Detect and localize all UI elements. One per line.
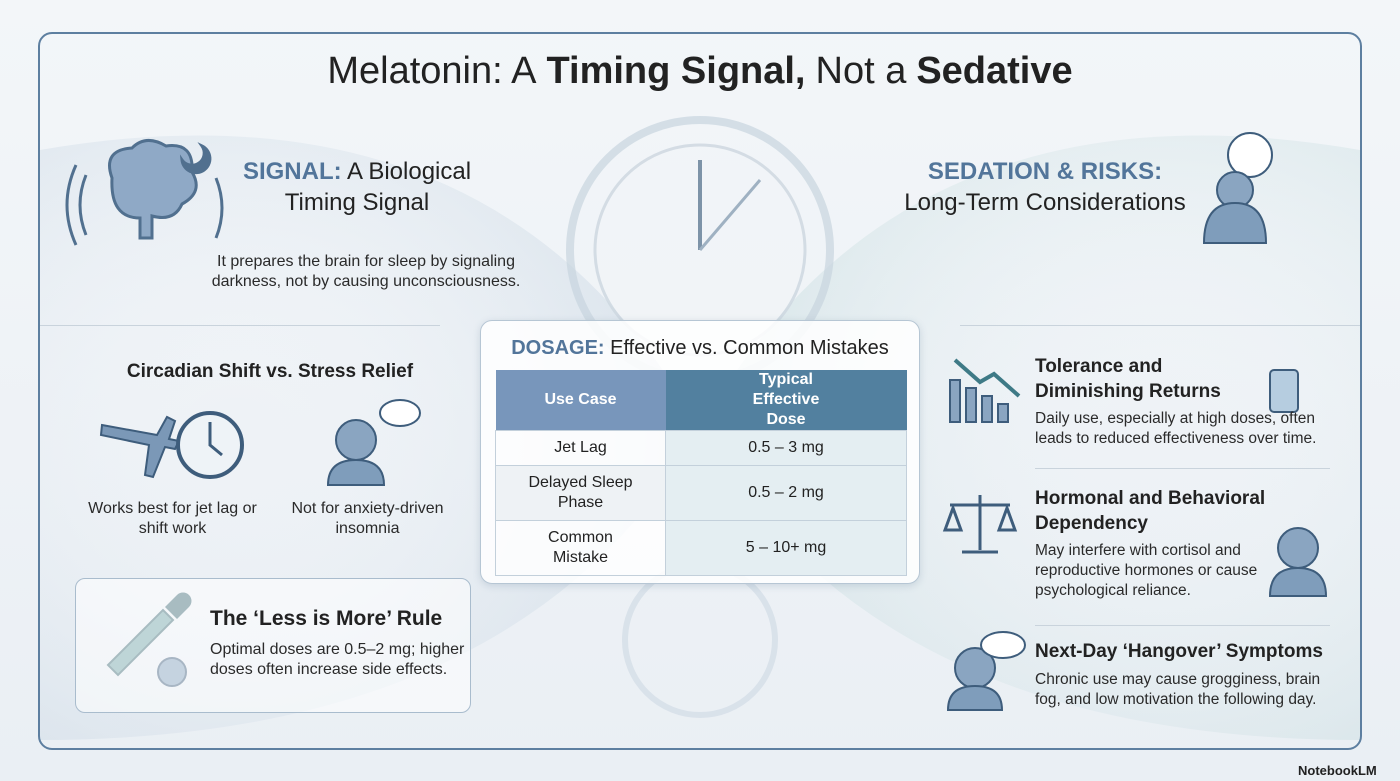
signal-label: SIGNAL: — [242, 158, 342, 185]
risk-text: Chronic use may cause grogginess, brain … — [1035, 671, 1321, 708]
cell: 5 – 10+ mg — [665, 520, 907, 576]
rule-text: Optimal doses are 0.5–2 mg; higher doses… — [210, 641, 465, 678]
cell: Delayed Sleep Phase — [495, 465, 666, 521]
brand: NotebookLM — [1298, 763, 1377, 778]
cell: 0.5 – 2 mg — [665, 465, 907, 521]
divider — [40, 325, 440, 326]
row: Delayed Sleep Phase 0.5 – 2 mg — [495, 465, 907, 521]
risks-heading: SEDATION & RISKS: Long-Term Consideration… — [880, 156, 1210, 218]
signal-heading: SIGNAL: A Biological Timing Signal — [226, 156, 488, 218]
rule-box — [75, 578, 471, 713]
dosage-card: DOSAGE: Effective vs. Common Mistakes Us… — [480, 320, 920, 584]
dosage-table: Use Case Typical Effective Dose Jet Lag 0.… — [495, 370, 907, 576]
row: Common Mistake 5 – 10+ mg — [495, 520, 907, 576]
title-part: Melatonin: A — [327, 50, 537, 92]
dosage-label: DOSAGE: — [511, 337, 605, 359]
cell: Common Mistake — [495, 520, 666, 576]
signal-text: It prepares the brain for sleep by signa… — [211, 253, 521, 290]
divider — [1035, 625, 1330, 626]
row: Jet Lag 0.5 – 3 mg — [495, 430, 907, 466]
rule-heading: The ‘Less is More’ Rule — [210, 607, 443, 630]
title-part: Timing Signal, — [546, 50, 806, 92]
header-row: Use Case Typical Effective Dose — [495, 370, 907, 431]
circadian-item: Works best for jet lag or shift work — [88, 500, 257, 537]
risks-title: Long-Term Considerations — [904, 189, 1186, 216]
risks-label: SEDATION & RISKS: — [927, 158, 1163, 185]
dosage-title: Effective vs. Common Mistakes — [610, 337, 889, 359]
risk-text: Daily use, especially at high doses, oft… — [1035, 410, 1317, 447]
circadian-heading: Circadian Shift vs. Stress Relief — [126, 361, 414, 382]
cell: 0.5 – 3 mg — [665, 430, 907, 466]
risk-heading: Tolerance and Diminishing Returns — [1035, 356, 1221, 402]
cell: Jet Lag — [495, 430, 666, 466]
column-header: Typical Effective Dose — [665, 370, 907, 431]
divider — [960, 325, 1360, 326]
risk-text: May interfere with cortisol and reproduc… — [1035, 542, 1258, 599]
dosage-heading: DOSAGE: Effective vs. Common Mistakes — [481, 337, 919, 360]
title-part: Sedative — [916, 50, 1073, 92]
title-part: Not a — [815, 50, 907, 92]
title: Melatonin: A Timing Signal, Not a Sedative — [38, 50, 1362, 93]
frame — [38, 32, 1362, 750]
column-header: Use Case — [495, 370, 666, 431]
risk-heading: Hormonal and Behavioral Dependency — [1035, 488, 1266, 534]
circadian-item: Not for anxiety-driven insomnia — [291, 500, 444, 537]
divider — [1035, 468, 1330, 469]
risk-heading: Next-Day ‘Hangover’ Symptoms — [1035, 641, 1323, 662]
signal-title: A Biological Timing Signal — [284, 158, 472, 216]
